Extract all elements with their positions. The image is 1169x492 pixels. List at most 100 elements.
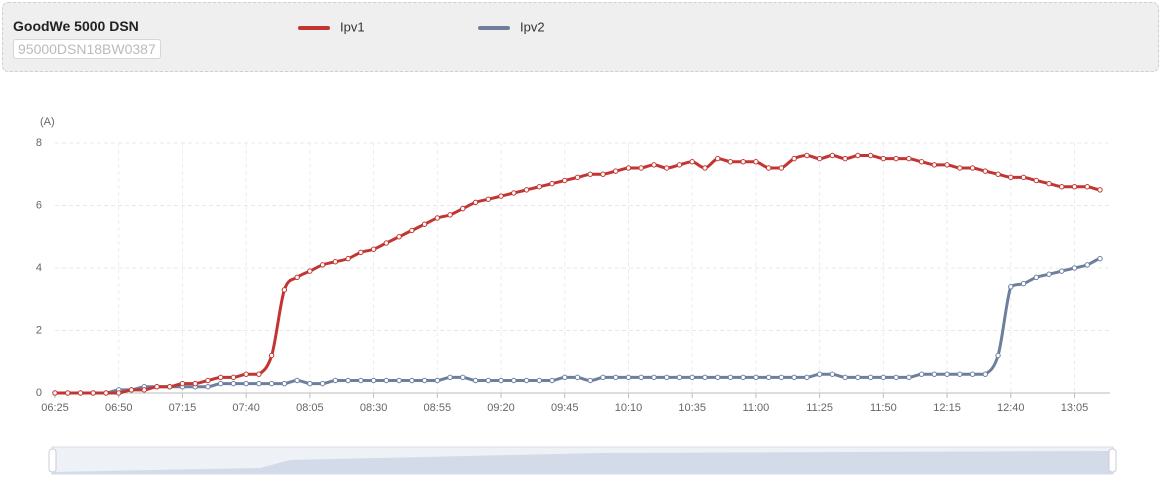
- data-point: [600, 171, 606, 177]
- x-tick-label: 13:05: [1061, 402, 1089, 414]
- series-line: [55, 257, 1101, 395]
- data-point: [676, 374, 683, 381]
- x-tick-label: 06:25: [41, 402, 69, 414]
- data-point: [358, 249, 364, 256]
- data-point: [1097, 187, 1103, 193]
- data-point: [230, 374, 237, 381]
- data-point: [829, 152, 836, 159]
- data-point: [434, 377, 441, 384]
- data-point: [625, 165, 632, 171]
- data-point: [256, 380, 262, 387]
- data-point: [727, 374, 734, 381]
- data-point: [1008, 174, 1014, 181]
- data-point: [982, 371, 989, 377]
- data-point: [319, 262, 326, 268]
- data-point: [358, 377, 364, 384]
- data-point: [689, 374, 695, 381]
- data-point: [511, 190, 517, 196]
- data-point: [409, 227, 415, 234]
- x-tick-label: 08:55: [424, 402, 452, 414]
- data-point: [268, 352, 275, 359]
- x-tick-label: 07:40: [232, 402, 260, 414]
- data-point: [472, 377, 479, 384]
- data-point: [345, 255, 351, 262]
- data-point: [931, 371, 938, 377]
- data-point: [613, 168, 619, 174]
- legend-label: Ipv2: [520, 19, 545, 34]
- data-point: [995, 352, 1001, 359]
- data-point: [574, 174, 581, 181]
- data-point: [205, 384, 211, 390]
- data-point: [1084, 184, 1090, 190]
- data-point: [421, 221, 428, 227]
- data-point: [485, 377, 491, 384]
- data-point: [727, 159, 734, 165]
- data-point: [651, 374, 657, 381]
- data-point: [179, 380, 186, 387]
- data-point: [294, 274, 300, 281]
- data-point: [867, 152, 874, 159]
- data-point: [345, 377, 351, 384]
- data-point: [90, 390, 96, 396]
- y-tick-label: 0: [36, 387, 42, 399]
- data-point: [447, 212, 453, 218]
- data-point: [1071, 265, 1078, 271]
- data-point: [765, 165, 772, 171]
- data-point: [714, 155, 721, 162]
- data-point: [995, 171, 1001, 177]
- data-point: [396, 377, 402, 384]
- data-point: [1046, 271, 1052, 277]
- data-point: [855, 152, 861, 159]
- data-point: [230, 380, 237, 387]
- data-point: [243, 371, 249, 377]
- data-point: [587, 377, 593, 384]
- data-point: [714, 374, 721, 381]
- data-point: [804, 152, 810, 159]
- data-point: [549, 377, 555, 384]
- zoom-handle[interactable]: [1108, 448, 1117, 473]
- data-point: [562, 374, 568, 381]
- x-tick-label: 10:10: [615, 402, 643, 414]
- data-point: [332, 259, 339, 265]
- data-point: [740, 159, 746, 165]
- data-point: [880, 155, 887, 162]
- data-point: [217, 374, 224, 381]
- data-point: [944, 371, 950, 377]
- data-point: [702, 165, 708, 171]
- data-point: [906, 155, 912, 162]
- data-point: [166, 384, 173, 390]
- data-point: [536, 377, 542, 384]
- data-point: [103, 390, 109, 396]
- data-point: [370, 377, 377, 384]
- data-point: [370, 246, 377, 252]
- data-point: [791, 374, 797, 381]
- data-point: [664, 374, 670, 381]
- y-tick-label: 6: [36, 199, 42, 211]
- data-point: [689, 159, 695, 165]
- data-point: [307, 380, 313, 387]
- y-tick-label: 2: [36, 324, 42, 336]
- x-tick-label: 08:05: [296, 402, 324, 414]
- data-point: [268, 380, 275, 387]
- data-point: [676, 162, 683, 168]
- data-point: [1097, 255, 1103, 262]
- data-point: [1033, 177, 1039, 184]
- legend-label: Ipv1: [340, 19, 365, 34]
- data-point: [664, 165, 670, 171]
- data-point: [829, 371, 836, 377]
- device-title: GoodWe 5000 DSN: [13, 18, 139, 34]
- data-point: [600, 374, 606, 381]
- serial-number: 95000DSN18BW0387: [13, 39, 161, 59]
- x-tick-label: 09:20: [487, 402, 515, 414]
- data-point: [562, 177, 568, 184]
- data-point: [753, 159, 759, 165]
- y-axis-label: (A): [40, 116, 55, 128]
- data-point: [842, 374, 848, 381]
- data-point: [460, 374, 466, 381]
- zoom-handle[interactable]: [48, 448, 57, 473]
- data-point: [281, 380, 288, 387]
- x-tick-label: 11:00: [743, 402, 770, 414]
- data-point: [1008, 284, 1014, 290]
- data-point: [1084, 262, 1090, 268]
- data-point: [613, 374, 619, 381]
